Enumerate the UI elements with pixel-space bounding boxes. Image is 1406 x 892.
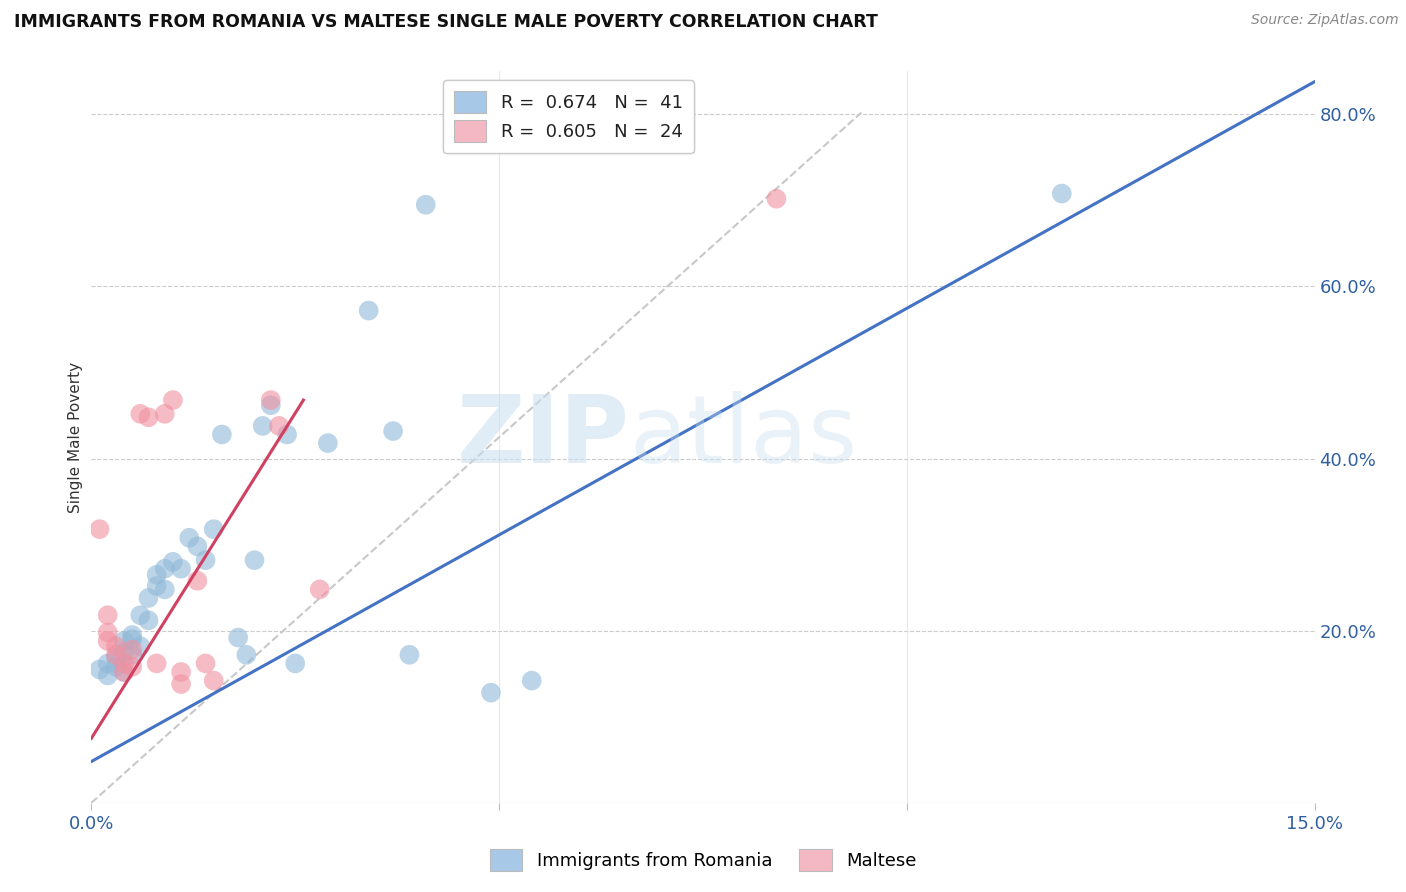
Point xyxy=(97,668,120,682)
Point xyxy=(153,582,176,597)
Y-axis label: Single Male Poverty: Single Male Poverty xyxy=(67,361,83,513)
Point xyxy=(112,657,135,671)
Point xyxy=(202,673,225,688)
Point xyxy=(1050,186,1073,201)
Text: Source: ZipAtlas.com: Source: ZipAtlas.com xyxy=(1251,13,1399,28)
Point xyxy=(357,303,380,318)
Point xyxy=(765,192,787,206)
Point xyxy=(276,427,298,442)
Point xyxy=(162,393,184,408)
Point xyxy=(104,639,127,653)
Legend: R =  0.674   N =  41, R =  0.605   N =  24: R = 0.674 N = 41, R = 0.605 N = 24 xyxy=(443,80,693,153)
Point xyxy=(138,591,160,605)
Point xyxy=(145,579,167,593)
Point xyxy=(129,407,152,421)
Point xyxy=(520,673,543,688)
Point xyxy=(145,657,167,671)
Point xyxy=(129,639,152,653)
Point xyxy=(415,198,437,212)
Point xyxy=(97,634,120,648)
Point xyxy=(121,642,143,657)
Point xyxy=(162,555,184,569)
Point xyxy=(104,648,127,662)
Point xyxy=(104,660,127,674)
Text: ZIP: ZIP xyxy=(457,391,630,483)
Legend: Immigrants from Romania, Maltese: Immigrants from Romania, Maltese xyxy=(482,842,924,879)
Point xyxy=(121,660,143,674)
Point xyxy=(194,553,217,567)
Point xyxy=(145,567,167,582)
Point xyxy=(211,427,233,442)
Point xyxy=(89,662,111,676)
Point xyxy=(170,665,193,679)
Point xyxy=(97,625,120,640)
Point xyxy=(138,410,160,425)
Point xyxy=(170,677,193,691)
Point xyxy=(260,398,283,412)
Point xyxy=(129,608,152,623)
Point xyxy=(121,632,143,647)
Text: IMMIGRANTS FROM ROMANIA VS MALTESE SINGLE MALE POVERTY CORRELATION CHART: IMMIGRANTS FROM ROMANIA VS MALTESE SINGL… xyxy=(14,13,877,31)
Point xyxy=(382,424,405,438)
Point xyxy=(284,657,307,671)
Point xyxy=(97,657,120,671)
Point xyxy=(316,436,339,450)
Point xyxy=(479,686,502,700)
Point xyxy=(112,645,135,659)
Point xyxy=(104,651,127,665)
Point xyxy=(179,531,201,545)
Point xyxy=(138,613,160,627)
Point xyxy=(194,657,217,671)
Point xyxy=(170,562,193,576)
Point xyxy=(235,648,257,662)
Point xyxy=(202,522,225,536)
Point xyxy=(112,665,135,679)
Point xyxy=(252,418,274,433)
Point xyxy=(186,574,208,588)
Point xyxy=(243,553,266,567)
Point xyxy=(398,648,420,662)
Point xyxy=(153,407,176,421)
Point xyxy=(153,562,176,576)
Point xyxy=(186,540,208,554)
Text: atlas: atlas xyxy=(630,391,858,483)
Point xyxy=(112,665,135,679)
Point xyxy=(267,418,290,433)
Point xyxy=(226,631,249,645)
Point xyxy=(112,634,135,648)
Point xyxy=(121,648,143,662)
Point xyxy=(97,608,120,623)
Point xyxy=(89,522,111,536)
Point xyxy=(308,582,330,597)
Point xyxy=(121,628,143,642)
Point xyxy=(260,393,283,408)
